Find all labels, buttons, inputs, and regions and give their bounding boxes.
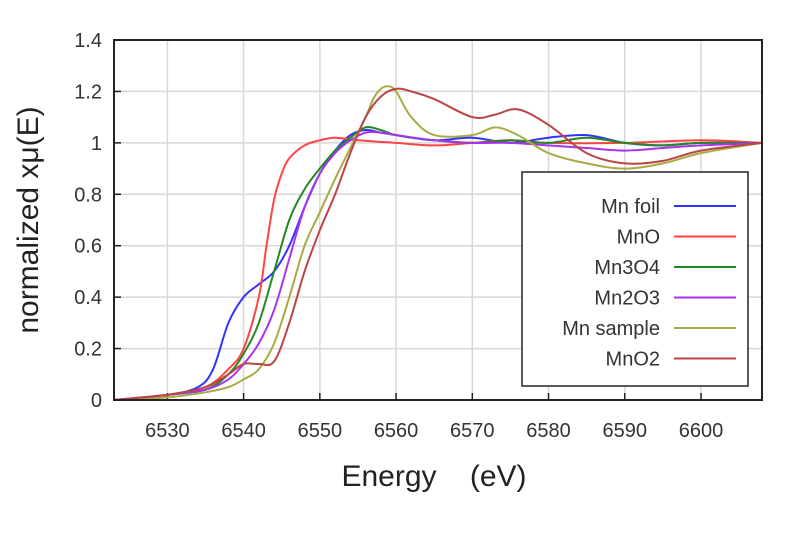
x-tick-label: 6550 bbox=[298, 420, 343, 442]
x-tick-label: 6560 bbox=[374, 420, 419, 442]
legend-box bbox=[521, 171, 749, 387]
x-tick-label: 6590 bbox=[603, 420, 648, 442]
x-tick-label: 6530 bbox=[145, 420, 190, 442]
plot-frame bbox=[113, 39, 763, 401]
y-axis-ticks: 0 0.2 0.4 0.6 0.8 1 1.2 1.4 bbox=[74, 30, 121, 412]
x-tick-label: 6540 bbox=[221, 420, 266, 442]
y-tick-label: 0.6 bbox=[74, 236, 102, 258]
legend-label-mno: MnO bbox=[617, 227, 660, 249]
y-tick-label: 1 bbox=[91, 133, 102, 155]
x-tick-label: 6580 bbox=[526, 420, 571, 442]
x-axis-ticks: 6530 6540 6550 6560 6570 6580 6590 6600 bbox=[145, 393, 723, 442]
x-axis-title: Energy (eV) bbox=[341, 460, 526, 493]
legend: Mn foil MnO Mn3O4 Mn2O3 Mn sample MnO2 bbox=[521, 171, 749, 387]
series-line-mno2 bbox=[113, 87, 763, 401]
y-tick-label: 0.8 bbox=[74, 184, 102, 206]
legend-label-mn-sample: Mn sample bbox=[562, 318, 660, 340]
legend-label-mno2: MnO2 bbox=[606, 349, 660, 371]
y-tick-label: 0 bbox=[91, 390, 102, 412]
legend-label-mn2o3: Mn2O3 bbox=[594, 288, 660, 310]
series-line-mn-foil bbox=[113, 128, 763, 401]
y-tick-label: 0.2 bbox=[74, 339, 102, 361]
y-axis-title: normalized xμ(E) bbox=[12, 106, 45, 333]
y-tick-label: 1.4 bbox=[74, 30, 102, 52]
legend-label-mn3o4: Mn3O4 bbox=[594, 257, 660, 279]
legend-label-mn-foil: Mn foil bbox=[601, 196, 660, 218]
series-lines bbox=[113, 85, 763, 401]
series-line-mn-sample bbox=[113, 85, 763, 401]
x-tick-label: 6570 bbox=[450, 420, 495, 442]
x-tick-label: 6600 bbox=[679, 420, 724, 442]
y-tick-label: 1.2 bbox=[74, 81, 102, 103]
y-tick-label: 0.4 bbox=[74, 287, 102, 309]
